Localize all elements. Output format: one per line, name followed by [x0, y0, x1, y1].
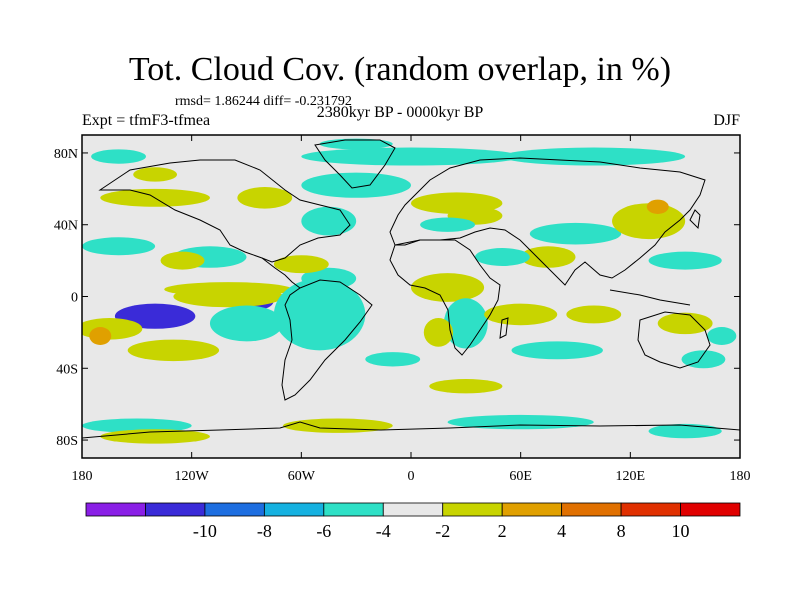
- anomaly-layer: [82, 138, 737, 444]
- antarctica-coast: [82, 421, 740, 439]
- anomaly-patch: [82, 418, 192, 433]
- y-tick-label: 80S: [56, 434, 78, 449]
- anomaly-patch: [133, 167, 178, 182]
- colorbar-label: -4: [376, 521, 391, 541]
- colorbar-swatch: [145, 502, 206, 517]
- colorbar-label: -2: [435, 521, 450, 541]
- greenland-coast: [314, 139, 396, 189]
- x-tick-label: 120W: [175, 469, 210, 484]
- anomaly-patch: [474, 248, 530, 266]
- experiment-label: Expt = tfmF3-tfmea: [82, 112, 211, 129]
- anomaly-patch: [301, 147, 521, 166]
- anomaly-patch: [91, 149, 146, 164]
- colorbar-label: -10: [193, 521, 217, 541]
- anomaly-patch: [566, 305, 622, 324]
- anomaly-patch: [301, 172, 411, 198]
- colorbar-label: 4: [557, 521, 566, 541]
- anomaly-patch: [273, 278, 366, 351]
- colorbar-swatch: [204, 502, 265, 517]
- colorbar-swatch: [263, 502, 325, 517]
- north-america-coast: [98, 159, 351, 263]
- x-tick-label: 60W: [288, 469, 316, 484]
- anomaly-patch: [502, 147, 686, 166]
- anomaly-patch: [89, 327, 112, 345]
- x-tick-label: 120E: [616, 469, 646, 484]
- y-tick-label: 0: [71, 291, 78, 306]
- anomaly-patch: [484, 303, 558, 326]
- anomaly-patch: [520, 246, 576, 268]
- colorbar-label: 8: [617, 521, 626, 541]
- colorbar-swatch: [620, 502, 681, 517]
- x-tick-label: 180: [72, 469, 93, 484]
- x-tick-label: 60E: [509, 469, 532, 484]
- australia-coast: [637, 311, 711, 369]
- colorbar-label: -8: [257, 521, 272, 541]
- anomaly-patch: [82, 237, 156, 256]
- anomaly-patch: [429, 379, 503, 394]
- colorbar-swatch: [561, 502, 622, 517]
- anomaly-patch: [100, 429, 210, 444]
- anomaly-patch: [164, 282, 293, 297]
- south-america-coast: [281, 279, 373, 401]
- colorbar-swatch: [680, 502, 741, 517]
- anomaly-patch: [529, 222, 622, 245]
- europe-asia-coast: [389, 157, 706, 286]
- coastline-layer: [82, 139, 740, 439]
- period-label: 2380kyr BP - 0000kyr BP: [316, 104, 484, 121]
- y-tick-label: 40N: [54, 219, 78, 234]
- madagascar-coast: [499, 317, 509, 339]
- anomaly-patch: [423, 318, 454, 347]
- anomaly-patch: [707, 327, 737, 345]
- anomaly-patch: [127, 339, 220, 362]
- indonesia-coast: [609, 289, 691, 306]
- y-tick-label: 40S: [56, 362, 78, 377]
- season-label: DJF: [713, 112, 740, 129]
- anomaly-patch: [209, 305, 284, 342]
- y-axis: 80N 40N 0 40S 80S: [54, 147, 740, 449]
- anomaly-patch: [411, 273, 485, 302]
- anomaly-patch: [648, 423, 722, 439]
- colorbar-swatch: [442, 502, 503, 517]
- colorbar-swatch: [85, 502, 146, 517]
- africa-coast: [389, 239, 501, 356]
- colorbar-swatch: [501, 502, 563, 517]
- japan-coast: [689, 209, 701, 230]
- anomaly-patch: [237, 187, 293, 209]
- anomaly-patch: [648, 251, 722, 270]
- y-tick-label: 80N: [54, 147, 78, 162]
- colorbar-label: -6: [316, 521, 331, 541]
- central-america-coast: [261, 257, 301, 289]
- anomaly-patch: [420, 217, 475, 232]
- anomaly-patch: [657, 312, 713, 335]
- anomaly-patch: [273, 255, 329, 274]
- colorbar-swatch: [382, 502, 444, 517]
- anomaly-patch: [160, 251, 205, 270]
- colorbar-swatch: [323, 502, 384, 517]
- anomaly-patch: [283, 418, 393, 433]
- colorbar: -10 -8 -6 -4 -2 2 4 8 10: [85, 502, 741, 541]
- colorbar-label: 2: [498, 521, 507, 541]
- anomaly-patch: [365, 352, 421, 367]
- chart-title: Tot. Cloud Cov. (random overlap, in %): [128, 51, 672, 88]
- x-axis: 180 120W 60W 0 60E 120E 180: [72, 135, 751, 484]
- x-tick-label: 180: [730, 469, 751, 484]
- colorbar-label: 10: [672, 521, 690, 541]
- anomaly-patch: [646, 199, 669, 214]
- stats-line: rmsd= 1.86244 diff= -0.231792: [175, 94, 352, 109]
- anomaly-patch: [443, 298, 488, 349]
- anomaly-patch: [511, 341, 603, 360]
- x-tick-label: 0: [408, 469, 415, 484]
